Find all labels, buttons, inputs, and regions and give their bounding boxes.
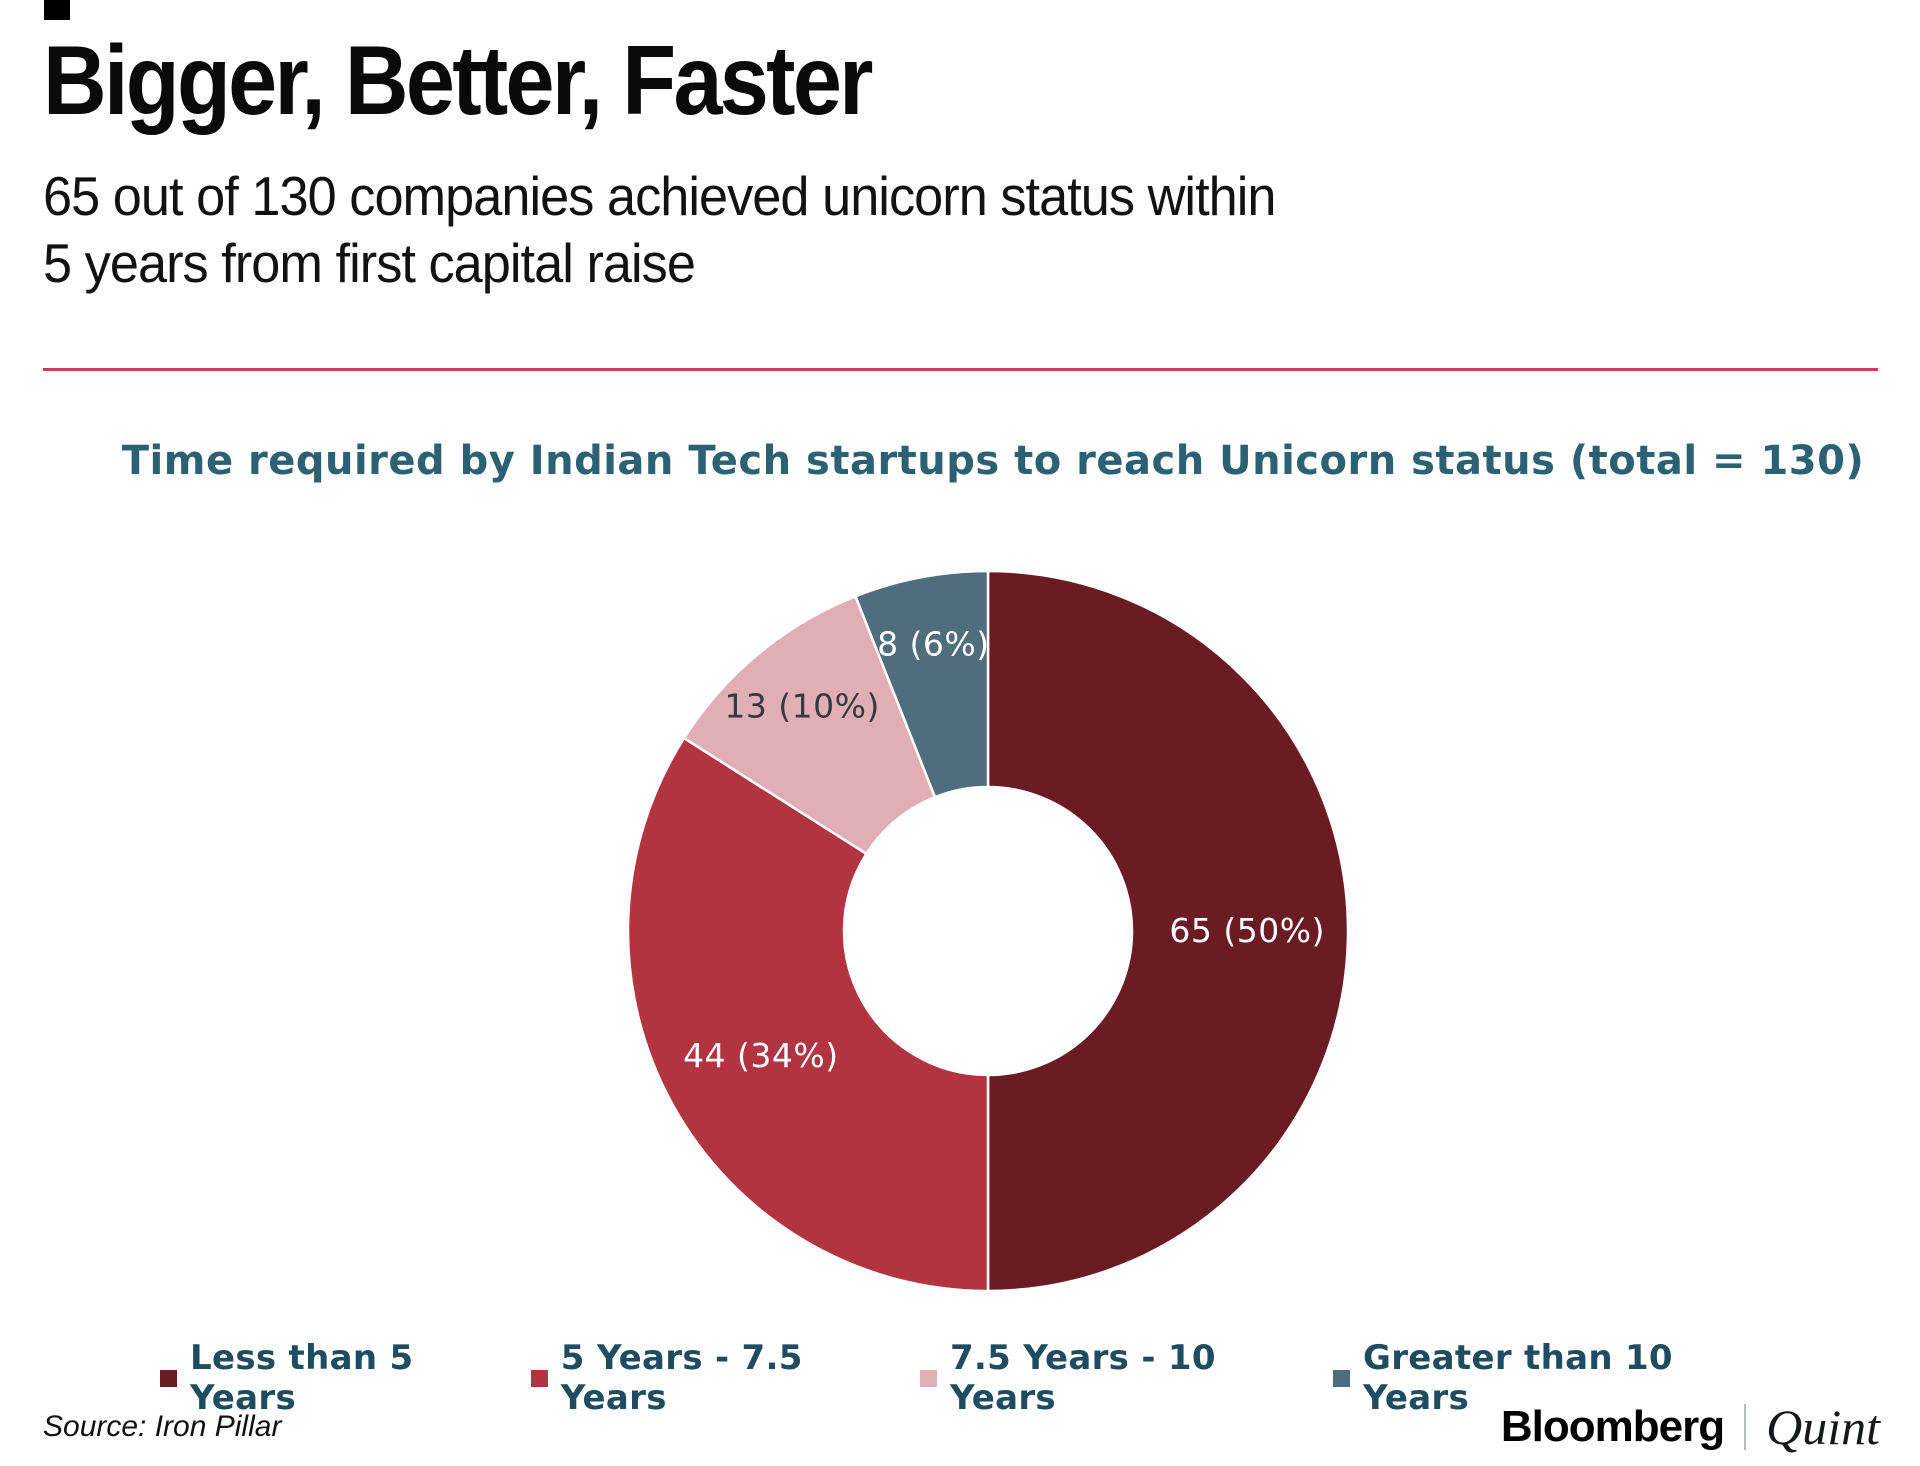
brand-logo: Bloomberg Quint — [1501, 1398, 1880, 1456]
donut-slice-1 — [986, 569, 1350, 1293]
source-text: Source: Iron Pillar — [43, 1410, 282, 1443]
donut-chart: 65 (50%) 44 (34%) 13 (10%) 8 (6%) — [626, 569, 1350, 1293]
donut-slice-4 — [853, 569, 990, 799]
subtitle-line-1: 65 out of 130 companies achieved unicorn… — [43, 165, 1276, 227]
bloomberg-logo: Bloomberg — [1500, 1402, 1725, 1451]
donut-slice-3 — [682, 594, 937, 856]
slice-label-3: 13 (10%) — [724, 686, 880, 725]
quint-logo: Quint — [1766, 1399, 1880, 1455]
legend-swatch — [919, 1369, 937, 1387]
slice-label-1: 65 (50%) — [1169, 911, 1325, 950]
legend-item-2: 5 Years - 7.5 Years — [530, 1338, 920, 1418]
legend-label: 5 Years - 7.5 Years — [560, 1338, 803, 1418]
cropped-text-artifact — [44, 0, 70, 20]
donut-chart-container: 65 (50%) 44 (34%) 13 (10%) 8 (6%) — [508, 451, 1468, 1411]
brand-divider — [1744, 1404, 1747, 1450]
legend-swatch — [530, 1369, 548, 1387]
legend-item-3: 7.5 Years - 10 Years — [919, 1338, 1333, 1418]
legend-swatch — [160, 1369, 177, 1387]
page-title: Bigger, Better, Faster — [43, 25, 874, 135]
page-subtitle: 65 out of 130 companies achieved unicorn… — [43, 163, 1791, 297]
legend-swatch — [1333, 1369, 1351, 1387]
legend-label: Greater than 10 Years — [1363, 1338, 1673, 1418]
chart-title: Time required by Indian Tech startups to… — [121, 438, 1865, 484]
footer: Source: Iron Pillar Bloomberg Quint — [43, 1398, 1880, 1456]
legend-label: 7.5 Years - 10 Years — [949, 1338, 1216, 1418]
legend-label: Less than 5 Years — [190, 1338, 414, 1418]
chart-legend: Less than 5 Years 5 Years - 7.5 Years 7.5 … — [160, 1338, 1790, 1418]
header: Bigger, Better, Faster 65 out of 130 com… — [43, 24, 1883, 297]
slice-label-4: 8 (6%) — [877, 625, 990, 664]
legend-item-4: Greater than 10 Years — [1333, 1338, 1790, 1418]
header-divider — [43, 368, 1878, 371]
donut-slice-2 — [626, 736, 990, 1293]
slice-label-2: 44 (34%) — [683, 1036, 839, 1075]
legend-item-1: Less than 5 Years — [160, 1338, 531, 1418]
subtitle-line-2: 5 years from first capital raise — [43, 232, 696, 295]
